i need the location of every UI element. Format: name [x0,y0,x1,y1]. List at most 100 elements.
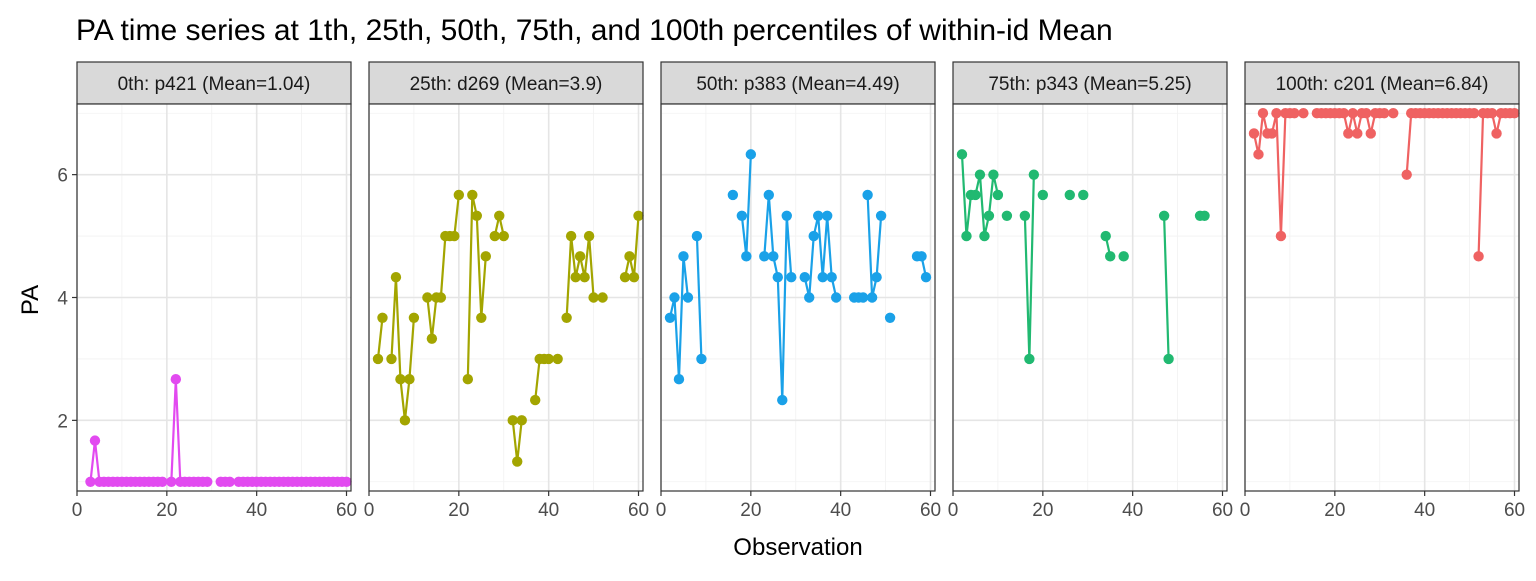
data-point [633,210,644,221]
data-point [1028,169,1040,180]
data-point [956,149,968,160]
data-point [673,374,685,385]
data-point [1361,108,1372,119]
data-point [1100,230,1111,242]
data-point [628,272,640,283]
panels-layer: 0th: p421 (Mean=1.04) 0 20 40 60 2 4 6 25th: d26… [57,61,1525,521]
panel-1: 0th: p421 (Mean=1.04) 0 20 40 60 2 4 6 [57,61,357,521]
data-point [85,476,96,487]
data-point [781,210,792,221]
data-point [1379,108,1390,119]
data-point [1001,210,1013,221]
x-tick-label: 0 [656,500,667,521]
data-point [759,251,770,262]
data-point [89,435,101,446]
data-point [970,189,981,201]
data-point [583,230,595,242]
data-point [579,272,590,283]
data-point [871,272,882,283]
data-point [763,189,775,201]
data-point [1019,210,1031,221]
data-point [1118,251,1129,262]
data-point [1158,210,1170,221]
panel-border [952,103,1228,492]
x-tick-label: 40 [830,500,851,521]
x-tick-label: 20 [1032,500,1053,521]
data-point [691,230,703,242]
data-point [426,333,438,344]
data-point [1473,251,1484,262]
data-point [1078,189,1089,201]
facet-strip-label: 100th: c201 (Mean=6.84) [1276,74,1489,95]
data-point [170,374,182,385]
data-point [480,251,491,262]
data-point [467,189,478,201]
data-point [507,415,518,426]
data-point [979,230,990,242]
data-point [1257,108,1269,119]
data-point [498,230,509,242]
data-point [862,189,873,201]
data-point [422,292,433,303]
data-point [512,456,523,467]
x-tick-label: 0 [1240,500,1251,521]
x-tick-label: 0 [364,500,375,521]
data-point [875,210,887,221]
panel-5: 100th: c201 (Mean=6.84) 0 20 40 60 [1240,61,1525,521]
data-point [588,292,599,303]
data-point [992,189,1004,201]
data-point [696,353,707,365]
data-point [799,272,810,283]
series-line [623,215,640,279]
series-line [1163,215,1170,359]
data-point [1289,108,1300,119]
x-tick-label: 20 [448,500,469,521]
data-point [449,230,460,242]
y-axis-title: PA [17,285,44,315]
data-point [961,230,972,242]
series-line [866,194,883,299]
data-point [817,272,828,283]
data-point [1266,128,1278,139]
x-tick-label: 40 [246,500,267,521]
data-point [408,312,420,323]
x-tick-label: 60 [920,500,941,521]
panel-4: 75th: p343 (Mean=5.25) 0 20 40 60 [948,61,1233,521]
data-point [678,251,689,262]
facet-strip-label: 25th: d269 (Mean=3.9) [410,74,603,95]
data-point [1352,128,1363,139]
data-point [453,189,465,201]
data-point [857,292,869,303]
data-point [1509,108,1520,119]
facet-strip [952,61,1228,105]
data-point [727,189,739,201]
panel-3: 50th: p383 (Mean=4.49) 0 20 40 60 [656,61,941,521]
data-point [1491,128,1502,139]
data-point [1199,210,1210,221]
x-tick-label: 0 [948,500,959,521]
data-point [166,476,177,487]
data-point [1037,189,1049,201]
x-tick-label: 40 [538,500,559,521]
data-point [404,374,415,385]
x-tick-label: 60 [628,500,649,521]
data-point [435,292,447,303]
data-point [543,353,554,365]
data-point [1024,353,1035,365]
data-point [669,292,680,303]
data-point [476,312,487,323]
series-line [803,214,838,299]
data-point [1347,108,1359,119]
data-point [395,374,406,385]
x-tick-label: 20 [1324,500,1345,521]
data-point [1163,353,1174,365]
data-point [1401,169,1412,180]
x-tick-label: 60 [336,500,357,521]
panel-border [1244,103,1520,492]
data-point [552,353,563,365]
data-point [224,476,235,487]
data-point [1105,251,1116,262]
x-tick-label: 20 [156,500,177,521]
data-point [377,312,388,323]
